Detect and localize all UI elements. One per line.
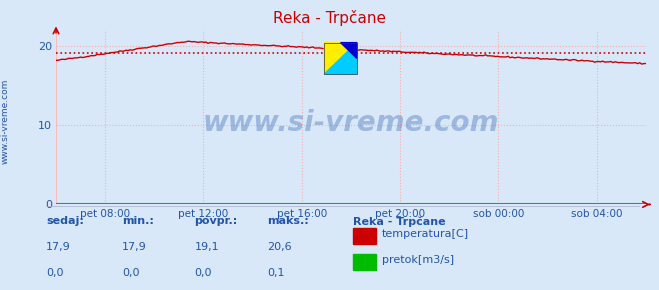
Text: www.si-vreme.com: www.si-vreme.com: [203, 109, 499, 137]
Text: Reka - Trpčane: Reka - Trpčane: [273, 10, 386, 26]
Text: pretok[m3/s]: pretok[m3/s]: [382, 255, 454, 265]
Text: www.si-vreme.com: www.si-vreme.com: [1, 79, 10, 164]
Text: min.:: min.:: [122, 216, 154, 226]
Text: 19,1: 19,1: [194, 242, 219, 252]
Text: maks.:: maks.:: [267, 216, 308, 226]
Text: sedaj:: sedaj:: [46, 216, 84, 226]
Text: 17,9: 17,9: [46, 242, 71, 252]
Text: 0,0: 0,0: [122, 268, 140, 278]
Text: 20,6: 20,6: [267, 242, 291, 252]
Text: 17,9: 17,9: [122, 242, 147, 252]
Text: 0,1: 0,1: [267, 268, 285, 278]
Text: povpr.:: povpr.:: [194, 216, 238, 226]
Text: 0,0: 0,0: [46, 268, 64, 278]
Text: 0,0: 0,0: [194, 268, 212, 278]
Text: temperatura[C]: temperatura[C]: [382, 229, 469, 239]
Text: Reka - Trpčane: Reka - Trpčane: [353, 216, 445, 226]
